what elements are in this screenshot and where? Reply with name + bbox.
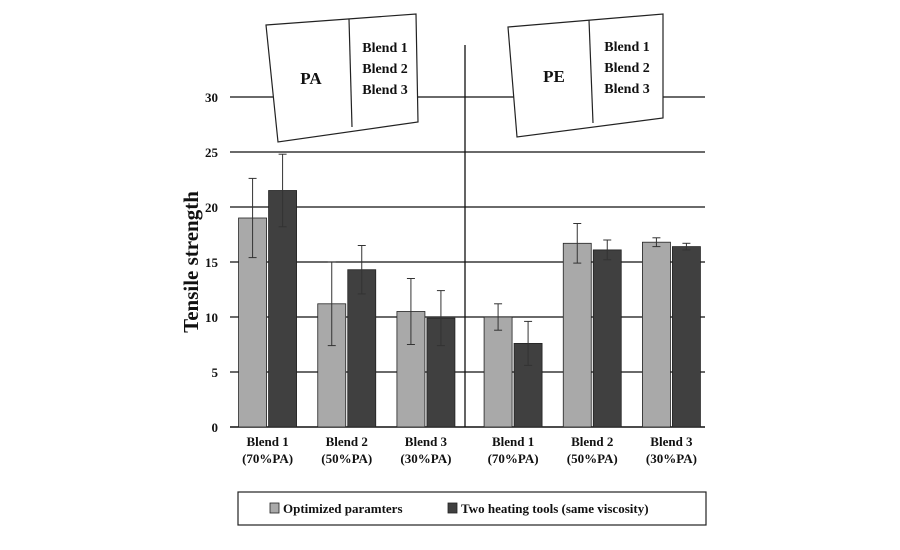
legend-item: Optimized paramters: [269, 501, 403, 516]
error-bar: [603, 239, 612, 261]
bar: [268, 190, 297, 428]
category-line-1: Blend 3: [405, 434, 448, 449]
error-bar: [682, 242, 691, 251]
group-box-item: Blend 3: [604, 82, 650, 97]
y-tick-label: 5: [212, 365, 219, 380]
legend-label: Two heating tools (same viscosity): [461, 501, 649, 516]
error-bar: [327, 261, 336, 347]
y-tick-label: 20: [205, 200, 218, 215]
category-line-2: (50%PA): [567, 451, 618, 466]
category-line-1: Blend 1: [246, 434, 288, 449]
bar: [642, 241, 671, 428]
x-category-label: Blend 2 (50%PA): [567, 434, 618, 466]
group-box-item: Blend 3: [362, 83, 408, 98]
y-tick-label: 15: [205, 255, 219, 270]
category-line-1: Blend 2: [326, 434, 368, 449]
bar: [592, 249, 622, 428]
legend-swatch: [447, 502, 458, 514]
x-category-label: Blend 1 (70%PA): [488, 434, 539, 466]
error-bar: [248, 177, 257, 259]
x-category-label: Blend 1 (70%PA): [242, 434, 293, 466]
legend-frame: [237, 491, 707, 526]
error-bar: [524, 320, 533, 366]
group-box-title: PA: [300, 69, 322, 88]
y-axis-ticks: 0 5 10 15 20 25 30: [205, 90, 219, 435]
category-line-1: Blend 2: [571, 434, 613, 449]
group-box-item: Blend 1: [604, 40, 650, 55]
group-box-item: Blend 2: [362, 62, 408, 77]
group-box-item: Blend 1: [362, 41, 408, 56]
group-box-frame: [507, 13, 664, 138]
group-box-pa: PA Blend 1 Blend 2 Blend 3: [265, 13, 419, 143]
y-tick-label: 0: [212, 420, 219, 435]
bar: [513, 342, 543, 428]
y-axis-label: Tensile strength: [179, 191, 203, 333]
group-box-divider: [588, 19, 594, 124]
category-line-2: (30%PA): [400, 451, 451, 466]
category-line-1: Blend 1: [492, 434, 534, 449]
bar: [672, 246, 701, 428]
y-tick-label: 25: [205, 145, 219, 160]
bar: [562, 242, 592, 428]
category-line-2: (30%PA): [646, 451, 697, 466]
gridlines: [230, 96, 705, 428]
error-bar: [357, 245, 366, 295]
bars: [238, 190, 701, 428]
x-category-label: Blend 3 (30%PA): [646, 434, 697, 466]
x-axis-categories: Blend 1 (70%PA) Blend 2 (50%PA) Blend 3 (30%P…: [242, 434, 697, 466]
error-bar: [406, 278, 415, 345]
legend-item: Two heating tools (same viscosity): [447, 501, 649, 516]
group-box-title: PE: [543, 67, 565, 86]
y-tick-label: 10: [205, 310, 218, 325]
legend-label: Optimized paramters: [283, 501, 403, 516]
legend: Optimized paramters Two heating tools (sa…: [237, 491, 707, 526]
bar: [347, 269, 377, 428]
group-box-pe: PE Blend 1 Blend 2 Blend 3: [507, 13, 664, 138]
group-box-item: Blend 2: [604, 61, 650, 76]
error-bar: [278, 153, 287, 228]
y-tick-label: 30: [205, 90, 218, 105]
error-bar: [494, 303, 503, 331]
category-line-1: Blend 3: [650, 434, 693, 449]
category-line-2: (70%PA): [242, 451, 293, 466]
category-line-2: (50%PA): [321, 451, 372, 466]
error-bar: [573, 223, 582, 264]
error-bars: [248, 153, 691, 366]
error-bar: [652, 237, 661, 248]
error-bar: [436, 290, 445, 347]
category-line-2: (70%PA): [488, 451, 539, 466]
x-category-label: Blend 3 (30%PA): [400, 434, 451, 466]
group-box-divider: [348, 18, 353, 128]
legend-swatch: [269, 502, 280, 514]
group-box-frame: [265, 13, 419, 143]
x-category-label: Blend 2 (50%PA): [321, 434, 372, 466]
bar: [483, 316, 513, 428]
group-label-boxes: PA Blend 1 Blend 2 Blend 3 PE Blend 1 Blend 2 B…: [265, 13, 664, 143]
